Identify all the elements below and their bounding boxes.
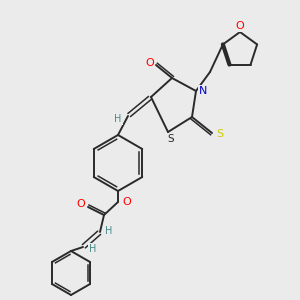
Text: N: N bbox=[199, 86, 207, 96]
Text: S: S bbox=[168, 134, 174, 144]
Text: H: H bbox=[114, 114, 122, 124]
Text: O: O bbox=[236, 21, 244, 31]
Text: O: O bbox=[146, 58, 154, 68]
Text: H: H bbox=[89, 244, 97, 254]
Text: O: O bbox=[123, 197, 131, 207]
Text: H: H bbox=[105, 226, 113, 236]
Text: O: O bbox=[76, 199, 85, 209]
Text: S: S bbox=[216, 129, 224, 139]
